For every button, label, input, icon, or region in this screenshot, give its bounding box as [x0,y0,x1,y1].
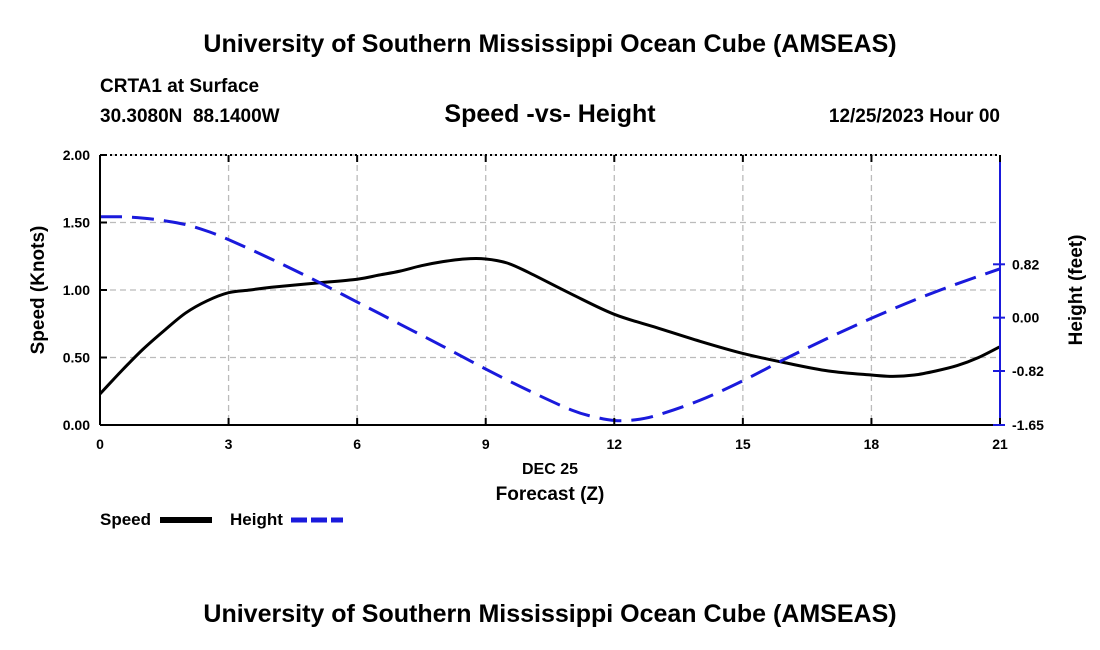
legend-speed-swatch [160,517,212,523]
y-axis-title-right: Height (feet) [1066,235,1087,346]
x-tick-label: 21 [992,436,1008,452]
footer-title: University of Southern Mississippi Ocean… [203,600,897,628]
x-tick-label: 15 [735,436,751,452]
x-axis-title: Forecast (Z) [496,484,605,505]
datetime-label: 12/25/2023 Hour 00 [828,106,1000,127]
y-tick-label-left: 0.50 [63,350,90,366]
legend-height-label: Height [230,510,283,529]
y-tick-label-left: 0.00 [63,417,90,433]
x-tick-label: 9 [482,436,490,452]
y-tick-label-left: 1.00 [63,282,90,298]
x-tick-label: 3 [225,436,233,452]
series-line-speed [98,257,1001,395]
y-tick-label-right: 0.00 [1012,310,1039,326]
y-tick-label-right: -0.82 [1012,363,1044,379]
legend-speed-label: Speed [100,510,152,529]
x-tick-label: 12 [606,436,622,452]
x-tick-label: 0 [96,436,104,452]
legend-height-swatch [291,517,343,523]
y-tick-label-left: 2.00 [63,147,90,163]
x-tick-label: 6 [353,436,361,452]
series-line-height [99,215,1001,423]
coordinates-label: 30.3080N 88.1400W [100,106,280,127]
y-tick-label-right: -1.65 [1012,417,1044,433]
x-tick-label: 18 [864,436,880,452]
station-label: CRTA1 at Surface [100,76,260,97]
page-title: University of Southern Mississippi Ocean… [203,30,897,58]
y-axis-title-left: Speed (Knots) [28,226,49,355]
y-tick-label-right: 0.82 [1012,256,1039,272]
y-tick-label-left: 1.50 [63,215,90,231]
chart-title: Speed -vs- Height [444,100,656,128]
x-axis-date-label: DEC 25 [522,461,578,478]
speed-height-chart: 0 3 6 9 12 15 18 21 0.00 0.50 1.00 1.50 2.00 -1.65 -0.… [28,147,1087,505]
